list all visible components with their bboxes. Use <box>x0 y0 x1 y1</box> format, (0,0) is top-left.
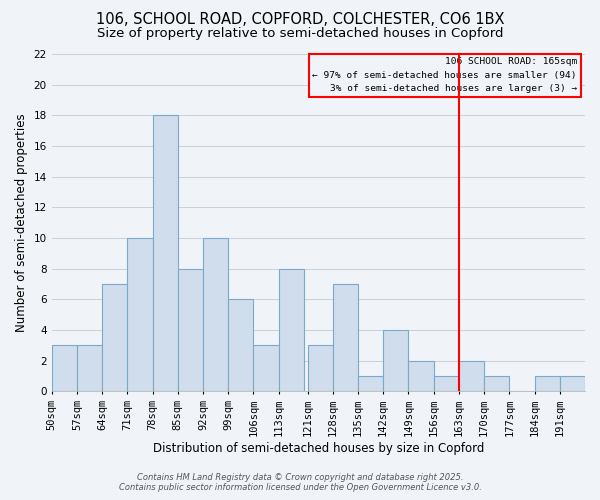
Text: 106, SCHOOL ROAD, COPFORD, COLCHESTER, CO6 1BX: 106, SCHOOL ROAD, COPFORD, COLCHESTER, C… <box>96 12 504 28</box>
Bar <box>358 376 383 392</box>
Bar <box>152 116 178 392</box>
Text: Contains HM Land Registry data © Crown copyright and database right 2025.
Contai: Contains HM Land Registry data © Crown c… <box>119 473 481 492</box>
Bar <box>434 376 459 392</box>
Bar <box>484 376 509 392</box>
Bar <box>308 346 333 392</box>
Y-axis label: Number of semi-detached properties: Number of semi-detached properties <box>15 114 28 332</box>
Bar <box>77 346 102 392</box>
Text: Size of property relative to semi-detached houses in Copford: Size of property relative to semi-detach… <box>97 28 503 40</box>
Bar <box>535 376 560 392</box>
Bar <box>409 360 434 392</box>
Bar <box>278 268 304 392</box>
Bar <box>203 238 228 392</box>
Bar <box>178 268 203 392</box>
Bar <box>228 300 253 392</box>
Bar <box>52 346 77 392</box>
Bar <box>253 346 278 392</box>
Text: 106 SCHOOL ROAD: 165sqm
← 97% of semi-detached houses are smaller (94)
3% of sem: 106 SCHOOL ROAD: 165sqm ← 97% of semi-de… <box>313 58 577 93</box>
Bar <box>127 238 152 392</box>
X-axis label: Distribution of semi-detached houses by size in Copford: Distribution of semi-detached houses by … <box>152 442 484 455</box>
Bar <box>333 284 358 392</box>
Bar <box>560 376 585 392</box>
Bar <box>459 360 484 392</box>
Bar <box>102 284 127 392</box>
Bar <box>383 330 409 392</box>
